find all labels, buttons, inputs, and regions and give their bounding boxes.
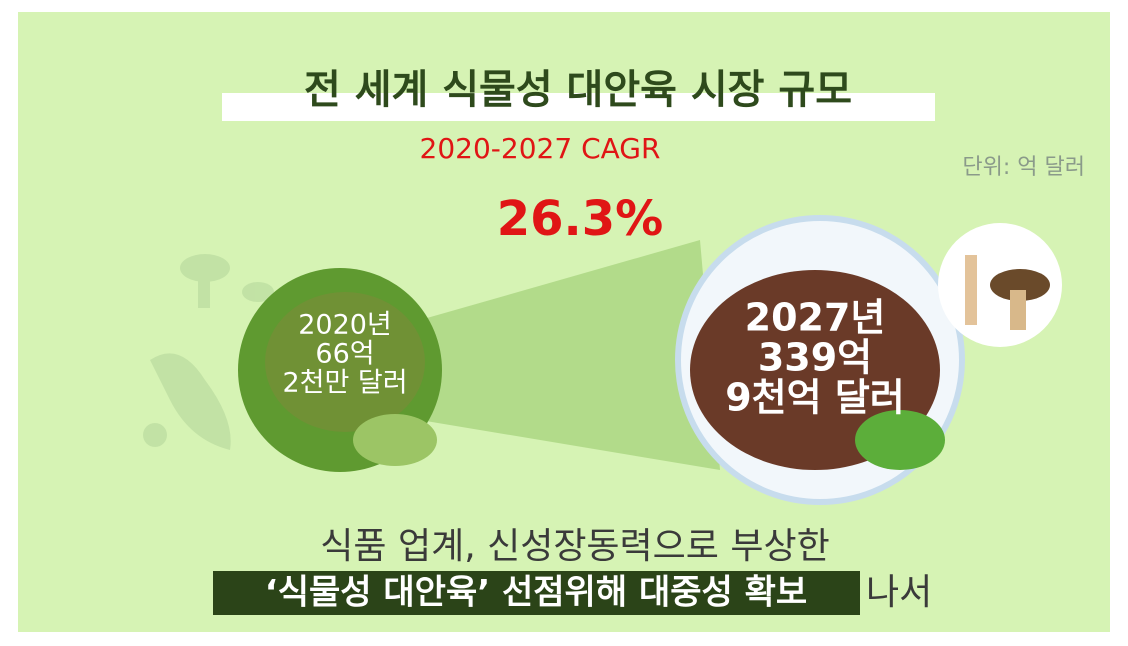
mushroom-thin [965, 255, 977, 325]
mushroom-stem [1010, 290, 1026, 330]
caption-line1: 식품 업계, 신성장동력으로 부상한 [320, 526, 829, 567]
year-2027: 2027년 [745, 296, 886, 340]
unit: 단위: 억 달러 [962, 155, 1085, 180]
patty-small [265, 292, 425, 432]
highlight-band [213, 571, 860, 615]
amount-2027: 339억 [758, 336, 872, 380]
cone [420, 240, 720, 470]
year-2020: 2020년 [298, 310, 392, 341]
decor-left [143, 254, 274, 450]
cagr-label: 2020-2027 CAGR [420, 132, 661, 165]
amount-2020: 66억 [315, 339, 374, 370]
mushroom [990, 269, 1050, 301]
title-band [222, 93, 935, 121]
cagr-value: 26.3% [497, 191, 664, 247]
rest-2020: 2천만 달러 [282, 368, 407, 399]
caption-tail: 나서 [866, 572, 932, 613]
rest-2027: 9천억 달러 [725, 376, 905, 420]
veg-large [855, 410, 945, 470]
title: 전 세계 식물성 대안육 시장 규모 [304, 67, 852, 113]
caption-highlight: ‘식물성 대안육’ 선점위해 대중성 확보 [265, 573, 807, 613]
veg-small [353, 414, 437, 466]
